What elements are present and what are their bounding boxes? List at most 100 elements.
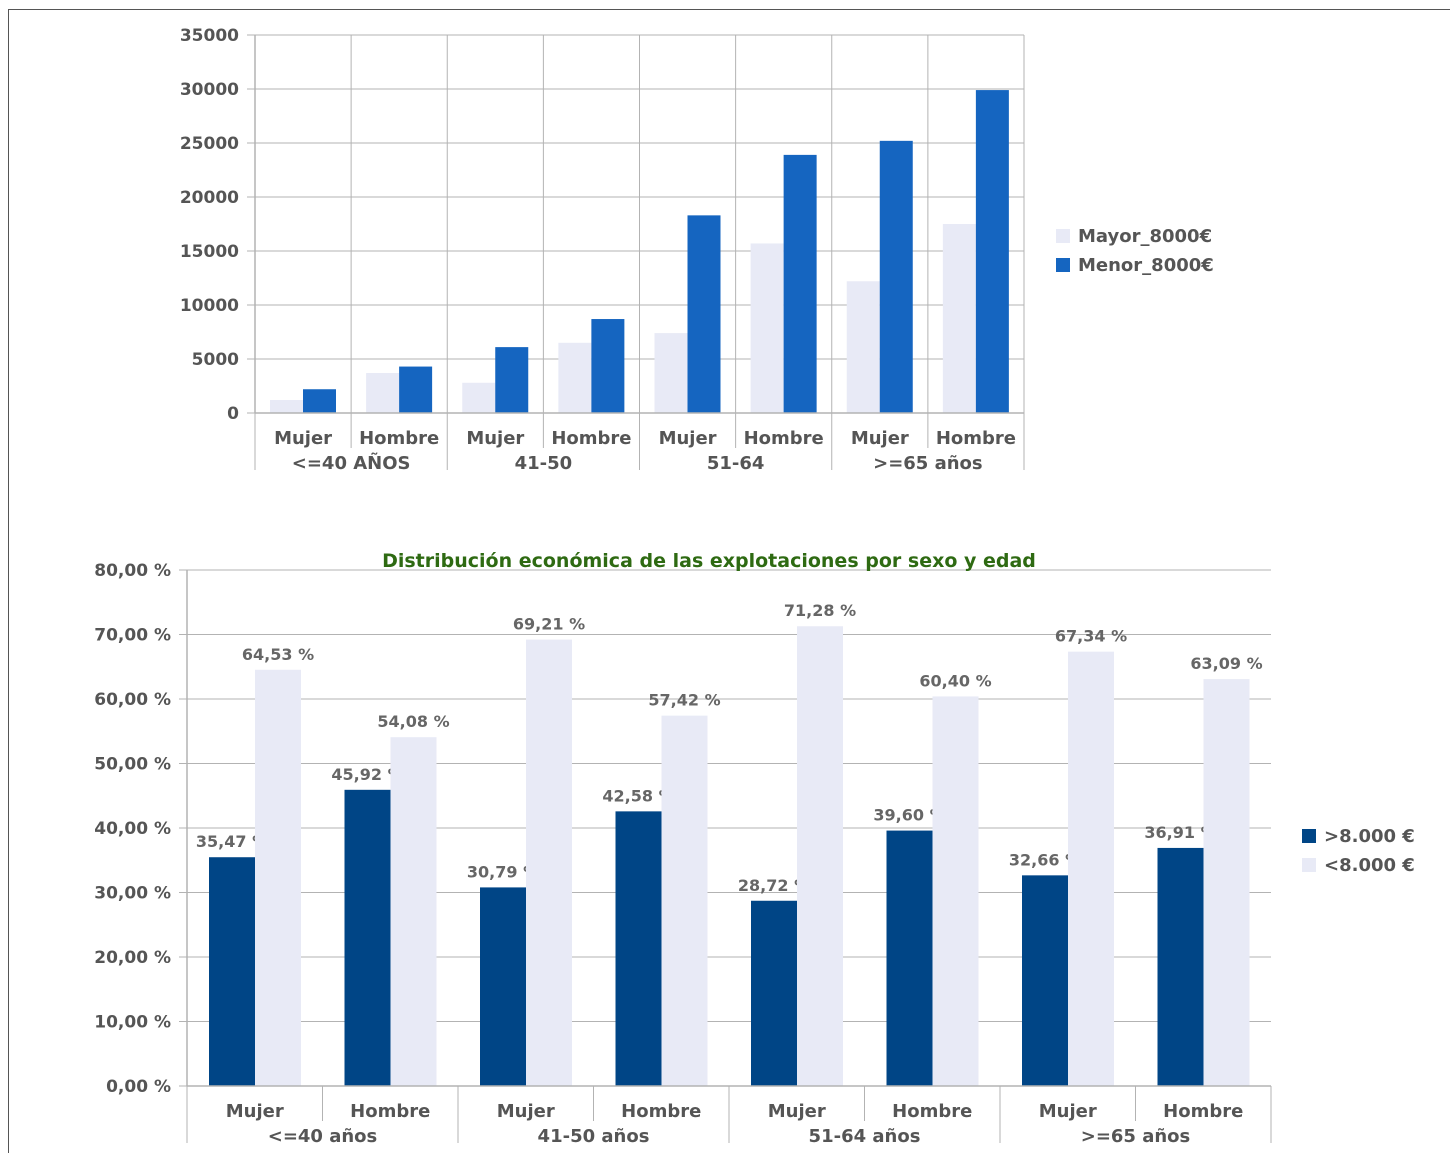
y-tick-label: 80,00 % [94, 561, 171, 581]
data-label: 57,42 % [648, 691, 720, 710]
x-tick-label: Mujer [466, 428, 524, 449]
bar [942, 224, 976, 413]
y-tick-label: 20,00 % [94, 948, 171, 968]
bar [751, 900, 797, 1086]
bar [975, 90, 1009, 413]
bar [615, 811, 662, 1086]
chart-income-totals: 0 5000 10000 15000 20000 25000 30000 35000 Mujer… [180, 26, 1214, 474]
group-label: <=40 AÑOS [292, 451, 411, 474]
legend-label: Mayor_8000€ [1078, 226, 1212, 247]
legend-swatch [1056, 229, 1070, 243]
group-label: 41-50 años [538, 1126, 650, 1147]
x-tick-label: Mujer [768, 1101, 826, 1122]
y-tick-label: 0,00 % [106, 1077, 171, 1097]
y-tick-label: 10000 [180, 296, 239, 316]
x-tick-label: Hombre [551, 428, 631, 449]
y-tick-label: 25000 [180, 134, 239, 154]
y-tick-label: 15000 [180, 242, 239, 262]
bar [209, 857, 255, 1086]
bar [495, 347, 529, 413]
group-label: >=65 años [1081, 1126, 1191, 1147]
bar [480, 887, 526, 1086]
x-tick-label: Hombre [359, 428, 439, 449]
data-label: 60,40 % [919, 671, 991, 690]
bar [1203, 679, 1250, 1086]
data-label: 28,72 % [738, 876, 810, 895]
bar [344, 789, 391, 1086]
group-label: 51-64 años [809, 1126, 921, 1147]
x-tick-label: Hombre [892, 1101, 972, 1122]
chart-frame [8, 9, 1450, 1153]
bar [390, 737, 437, 1086]
bar [783, 154, 817, 413]
x-tick-label: Hombre [744, 428, 824, 449]
x-tick-label: Hombre [1163, 1101, 1243, 1122]
data-label: 64,53 % [242, 645, 314, 664]
x-tick-label: Mujer [659, 428, 717, 449]
bar [879, 140, 913, 413]
bar [1068, 651, 1114, 1086]
y-tick-label: 5000 [192, 350, 239, 370]
data-label: 69,21 % [513, 615, 585, 634]
data-label: 39,60 % [873, 806, 945, 825]
bar [886, 830, 933, 1086]
bar [687, 215, 721, 413]
legend-swatch [1302, 858, 1316, 872]
data-label: 63,09 % [1190, 654, 1262, 673]
bar [654, 333, 688, 413]
bar [255, 669, 301, 1086]
bar [797, 626, 843, 1086]
x-tick-label: Mujer [497, 1101, 555, 1122]
y-tick-label: 20000 [180, 188, 239, 208]
bar [366, 373, 400, 413]
bar [303, 389, 336, 413]
group-label: 41-50 [515, 453, 573, 474]
bar [846, 281, 880, 413]
x-tick-label: Hombre [621, 1101, 701, 1122]
data-label: 42,58 % [602, 786, 674, 805]
y-tick-label: 35000 [180, 26, 239, 46]
data-label: 36,91 % [1144, 823, 1216, 842]
data-label: 35,47 % [196, 832, 268, 851]
x-tick-label: Mujer [851, 428, 909, 449]
bar [750, 243, 784, 413]
x-tick-label: Hombre [350, 1101, 430, 1122]
group-label: <=40 años [268, 1126, 378, 1147]
group-label: 51-64 [707, 453, 765, 474]
legend-label: Menor_8000€ [1078, 255, 1214, 276]
x-tick-label: Mujer [1039, 1101, 1097, 1122]
y-tick-label: 30000 [180, 80, 239, 100]
x-tick-label: Mujer [226, 1101, 284, 1122]
data-label: 54,08 % [377, 712, 449, 731]
y-tick-label: 0 [227, 404, 239, 424]
bar [932, 696, 979, 1086]
chart-title: Distribución económica de las explotacio… [382, 550, 1036, 572]
data-label: 71,28 % [784, 601, 856, 620]
x-tick-label: Hombre [936, 428, 1016, 449]
x-tick-label: Mujer [274, 428, 332, 449]
y-tick-label: 60,00 % [94, 690, 171, 710]
group-label: >=65 años [873, 453, 983, 474]
y-tick-label: 50,00 % [94, 755, 171, 775]
legend-swatch [1302, 829, 1316, 843]
data-label: 45,92 % [331, 765, 403, 784]
y-tick-label: 70,00 % [94, 626, 171, 646]
bar [399, 366, 433, 413]
bar [591, 319, 625, 413]
bar [1157, 847, 1204, 1086]
bar [1022, 875, 1068, 1086]
data-label: 67,34 % [1055, 627, 1127, 646]
y-tick-label: 10,00 % [94, 1013, 171, 1033]
bar [526, 639, 572, 1086]
legend-label: >8.000 € [1324, 826, 1415, 847]
bar [270, 400, 303, 413]
data-label: 30,79 % [467, 862, 539, 881]
y-tick-label: 30,00 % [94, 884, 171, 904]
bar [462, 382, 496, 413]
bar [661, 715, 708, 1086]
legend-swatch [1056, 258, 1070, 272]
legend-label: <8.000 € [1324, 855, 1415, 876]
data-label: 32,66 % [1009, 850, 1081, 869]
y-tick-label: 40,00 % [94, 819, 171, 839]
